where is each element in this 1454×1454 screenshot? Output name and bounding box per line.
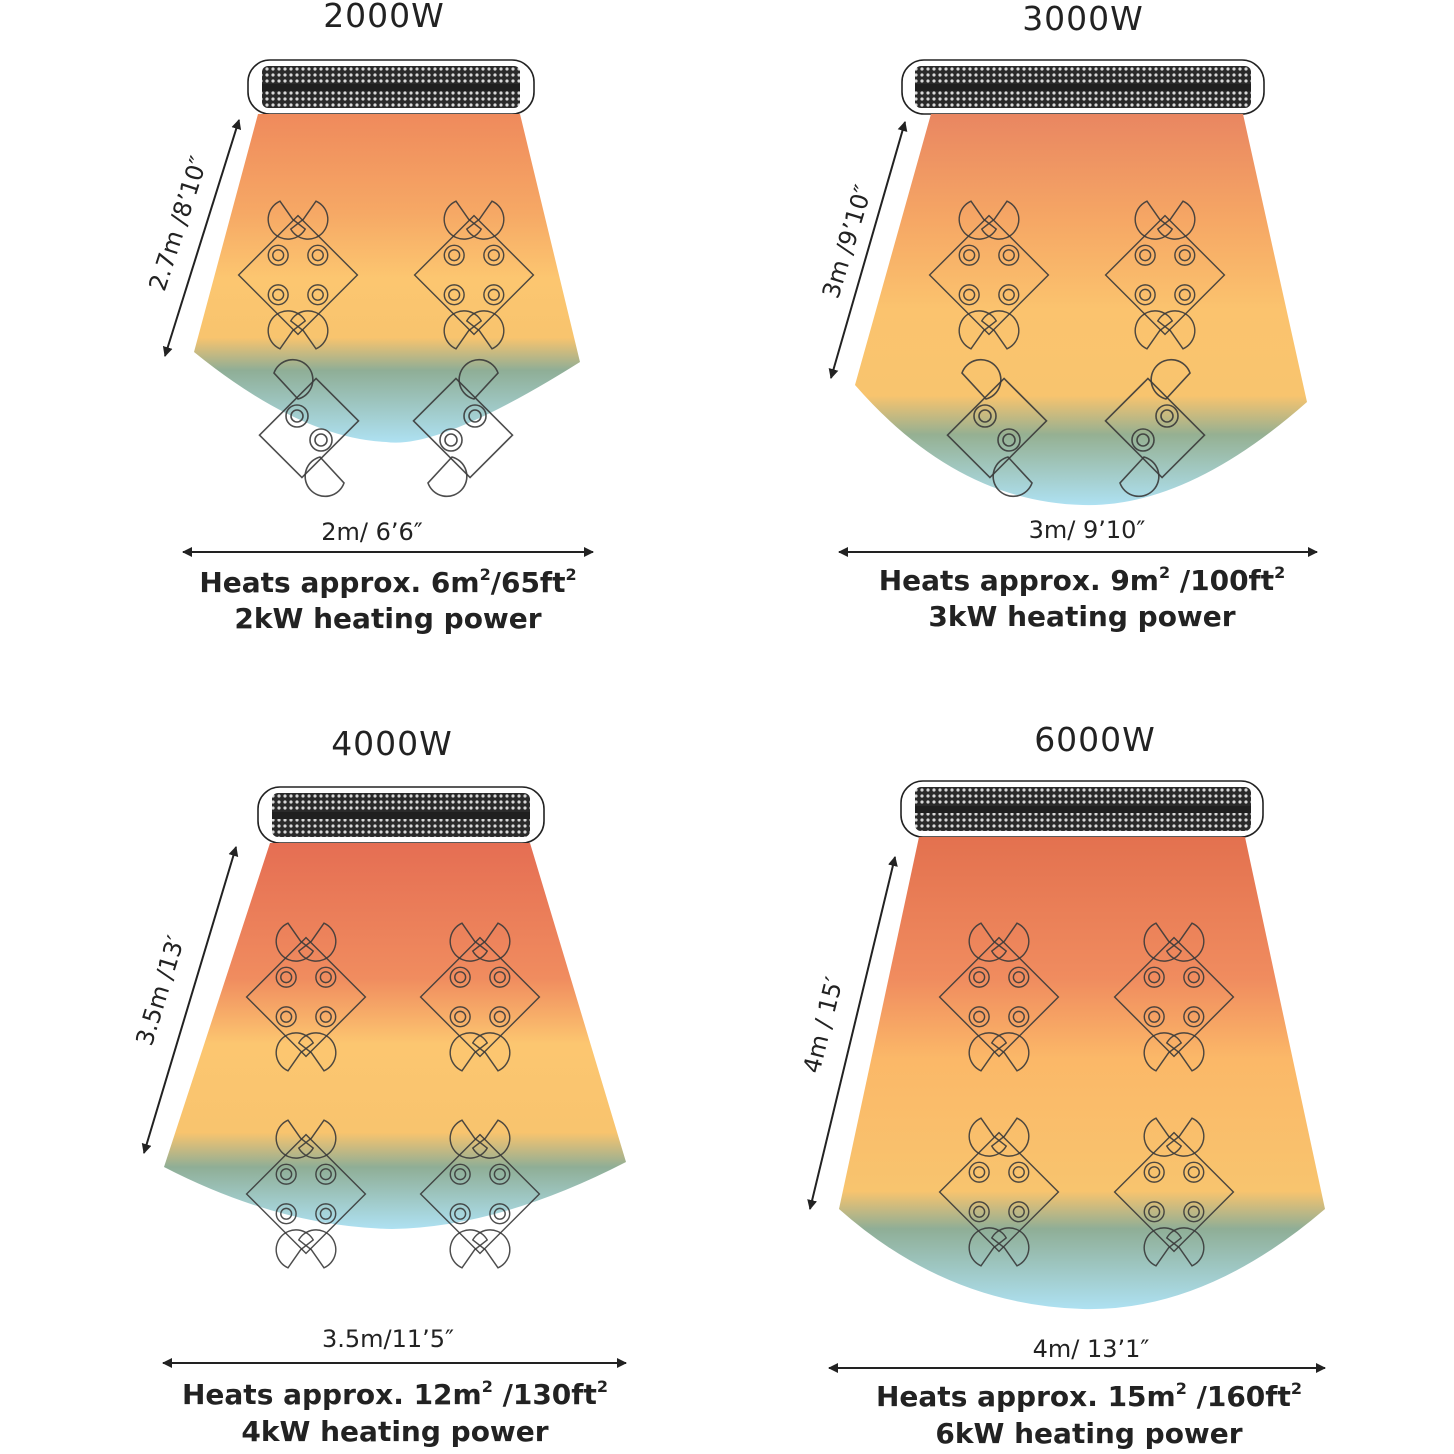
heater-unit xyxy=(257,786,545,844)
heater-unit xyxy=(900,780,1264,838)
width-label: 2m/ 6’6″ xyxy=(321,518,423,546)
panel-3000w: 3000W 3m /9’10″ 3m/ 9’10″ Heats approx. … xyxy=(727,0,1454,727)
heat-zone xyxy=(855,114,1307,506)
heater-unit xyxy=(247,59,535,115)
area-label: Heats approx. 9m2 /100ft2 xyxy=(879,563,1286,597)
height-arrow xyxy=(162,119,242,357)
heat-zone xyxy=(839,837,1325,1310)
diagram-6000w: 6000W 4m / 15′ 4m/ 13’1″ Heats approx. 1… xyxy=(798,720,1326,1450)
width-label: 3m/ 9’10″ xyxy=(1029,516,1146,544)
power-label: 6kW heating power xyxy=(935,1417,1242,1450)
heat-zone xyxy=(194,114,580,443)
power-label: 2kW heating power xyxy=(234,602,541,635)
panel-2000w: 2000W 2.7m /8’10″ 2m/ 6’6″ Heats approx.… xyxy=(0,0,727,727)
height-arrow xyxy=(807,856,898,1210)
diagram-4000w: 4000W 3.5m /13′ 3.5m/11’5″ Heats approx.… xyxy=(130,724,627,1448)
heater-unit xyxy=(901,59,1265,115)
height-arrow xyxy=(828,121,908,379)
panel-title: 6000W xyxy=(1034,720,1156,759)
panel-title: 2000W xyxy=(323,0,445,35)
diagram-2000w: 2000W 2.7m /8’10″ 2m/ 6’6″ Heats approx.… xyxy=(143,0,594,635)
power-label: 3kW heating power xyxy=(928,600,1235,633)
diagram-3000w: 3000W 3m /9’10″ 3m/ 9’10″ Heats approx. … xyxy=(817,0,1318,633)
width-label: 3.5m/11’5″ xyxy=(322,1325,454,1353)
area-label: Heats approx. 15m2 /160ft2 xyxy=(876,1379,1302,1413)
panel-title: 4000W xyxy=(331,724,453,763)
area-label: Heats approx. 6m2/65ft2 xyxy=(199,565,576,599)
panel-6000w: 6000W 4m / 15′ 4m/ 13’1″ Heats approx. 1… xyxy=(727,720,1454,1454)
width-label: 4m/ 13’1″ xyxy=(1033,1335,1150,1363)
panel-title: 3000W xyxy=(1022,0,1144,38)
height-arrow xyxy=(141,846,239,1154)
power-label: 4kW heating power xyxy=(241,1415,548,1448)
height-label: 2.7m /8’10″ xyxy=(143,153,213,295)
height-label: 4m / 15′ xyxy=(798,974,849,1076)
height-label: 3m /9’10″ xyxy=(817,182,878,302)
heat-zone xyxy=(164,843,626,1229)
panel-4000w: 4000W 3.5m /13′ 3.5m/11’5″ Heats approx.… xyxy=(0,724,727,1454)
area-label: Heats approx. 12m2 /130ft2 xyxy=(182,1377,608,1411)
